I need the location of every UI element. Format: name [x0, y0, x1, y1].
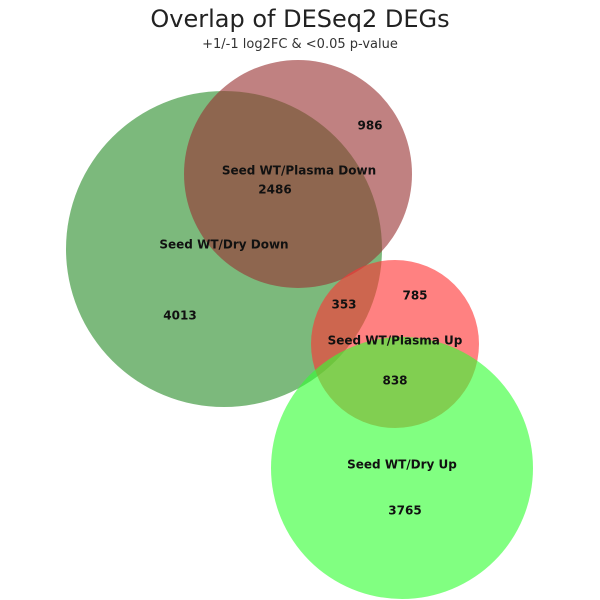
- count-dry-up-only: 3765: [388, 504, 421, 518]
- label-dry-down: Seed WT/Dry Down: [159, 238, 288, 252]
- count-dry-down-only: 4013: [163, 309, 196, 323]
- label-plasma-down: Seed WT/Plasma Down: [222, 164, 376, 178]
- diagram-title: Overlap of DESeq2 DEGs: [150, 5, 450, 33]
- count-plasma-up-only: 785: [402, 289, 427, 303]
- count-plasma-up-and-dry-up: 838: [382, 374, 407, 388]
- count-dry-down-and-plasma-up: 353: [331, 298, 356, 312]
- diagram-subtitle: +1/-1 log2FC & <0.05 p-value: [202, 37, 398, 52]
- circle-dry-up: [271, 337, 533, 599]
- label-dry-up: Seed WT/Dry Up: [347, 458, 457, 472]
- label-plasma-up: Seed WT/Plasma Up: [328, 334, 463, 348]
- count-dry-down-and-plasma-down: 2486: [258, 183, 291, 197]
- count-plasma-down-only: 986: [357, 119, 382, 133]
- circle-plasma-down: [184, 60, 412, 288]
